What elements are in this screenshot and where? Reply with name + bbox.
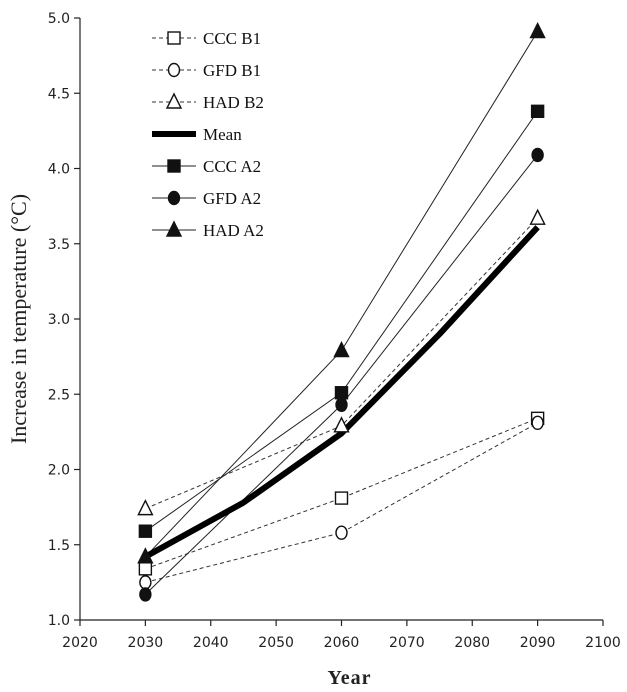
x-axis-title: Year [328, 667, 372, 689]
y-tick-label: 4.0 [48, 162, 70, 178]
legend-label-mean: Mean [203, 125, 242, 144]
y-tick-label: 1.5 [48, 538, 70, 554]
legend-label-ccc-a2: CCC A2 [203, 157, 261, 176]
series-line-had-b2 [145, 217, 538, 510]
y-axis-title: Increase in temperature (°C) [6, 194, 31, 444]
data-point-ccc-b1 [138, 562, 153, 576]
legend-label-gfd-a2: GFD A2 [203, 189, 261, 208]
x-tick-label: 2050 [258, 635, 294, 651]
data-point-had-a2 [529, 21, 546, 39]
x-tick-label: 2020 [62, 635, 98, 651]
legend-marker-gfd-a2 [167, 190, 181, 206]
axes: 1.0 1.5 2.0 2.5 3.0 3.5 4.0 4.5 5.0 2020 2030 2040 2… [48, 11, 621, 651]
y-tick-label: 3.0 [48, 312, 70, 328]
x-tick-label: 2090 [520, 635, 556, 651]
series-line-mean [143, 225, 540, 560]
legend-label-ccc-b1: CCC B1 [203, 29, 261, 48]
y-tick-label: 5.0 [48, 11, 70, 27]
data-point-gfd-a2 [531, 147, 544, 163]
legend: CCC B1 GFD B1 HAD B2 Mean CCC A2 GFD A2 HAD A2 [152, 29, 264, 240]
y-tick-label: 2.5 [48, 387, 70, 403]
data-point-gfd-b1 [139, 575, 152, 590]
data-point-ccc-a2 [138, 524, 153, 538]
y-tick-label: 1.0 [48, 613, 70, 629]
y-tick-label: 3.5 [48, 237, 70, 253]
legend-marker-gfd-b1 [167, 62, 181, 78]
legend-marker-had-b2 [165, 92, 183, 109]
data-point-had-b2 [333, 416, 350, 433]
data-point-ccc-a2 [530, 104, 545, 119]
series-lines [143, 31, 540, 595]
x-tick-label: 2100 [585, 635, 621, 651]
x-tick-label: 2030 [128, 635, 164, 651]
y-tick-label: 2.0 [48, 463, 70, 479]
series-line-gfd-b1 [145, 422, 538, 583]
data-point-gfd-a2 [335, 397, 348, 412]
legend-label-gfd-b1: GFD B1 [203, 61, 261, 80]
legend-label-had-a2: HAD A2 [203, 221, 264, 240]
legend-marker-ccc-a2 [167, 159, 181, 173]
x-tick-label: 2060 [324, 635, 360, 651]
data-point-had-a2 [333, 341, 350, 358]
data-point-had-b2 [529, 208, 546, 225]
x-tick-label: 2080 [454, 635, 490, 651]
y-tick-label: 4.5 [48, 86, 70, 102]
legend-marker-ccc-b1 [167, 31, 181, 45]
data-point-had-b2 [137, 499, 154, 516]
data-markers [137, 21, 546, 602]
data-point-gfd-b1 [531, 415, 544, 431]
data-point-had-a2 [137, 547, 154, 564]
legend-label-had-b2: HAD B2 [203, 93, 264, 112]
x-tick-label: 2040 [193, 635, 229, 651]
data-point-ccc-a2 [334, 386, 349, 400]
data-point-ccc-b1 [334, 491, 349, 505]
data-point-gfd-a2 [139, 587, 152, 602]
legend-marker-had-a2 [165, 220, 183, 237]
x-tick-label: 2070 [389, 635, 425, 651]
data-point-gfd-b1 [335, 525, 348, 540]
